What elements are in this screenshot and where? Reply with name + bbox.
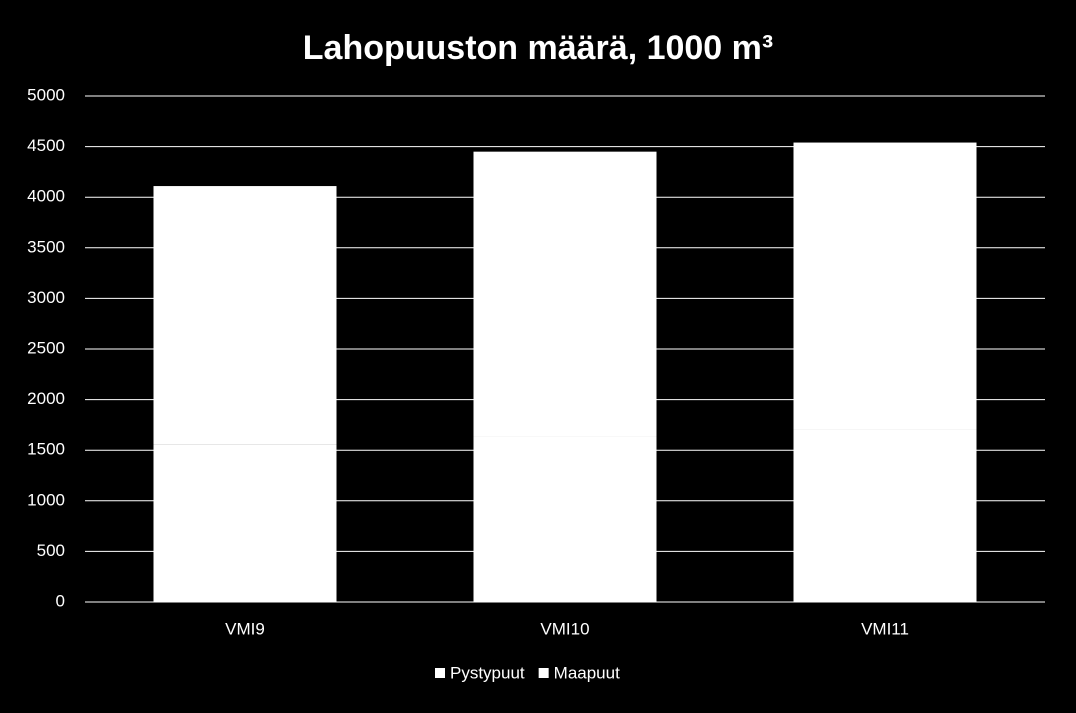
y-tick-label: 3500 bbox=[27, 237, 65, 256]
x-tick-label: VMI10 bbox=[540, 619, 589, 638]
legend-label: Pystypuut bbox=[450, 663, 525, 682]
y-tick-label: 1500 bbox=[27, 440, 65, 459]
legend-label: Maapuut bbox=[554, 663, 620, 682]
legend-swatch bbox=[435, 668, 445, 678]
bar-segment bbox=[153, 186, 337, 445]
y-tick-label: 3000 bbox=[27, 288, 65, 307]
y-tick-label: 4000 bbox=[27, 187, 65, 206]
y-tick-label: 500 bbox=[37, 541, 65, 560]
y-tick-label: 2500 bbox=[27, 338, 65, 357]
bar-segment bbox=[793, 429, 977, 602]
y-tick-label: 1000 bbox=[27, 490, 65, 509]
legend-swatch bbox=[538, 668, 549, 678]
y-tick-label: 4500 bbox=[27, 136, 65, 155]
chart-title: Lahopuuston määrä, 1000 m³ bbox=[303, 29, 773, 67]
bar-segment bbox=[473, 436, 657, 602]
bar-segment bbox=[793, 142, 977, 430]
bar-segment bbox=[473, 151, 657, 437]
y-tick-label: 5000 bbox=[27, 85, 65, 104]
x-tick-label: VMI11 bbox=[861, 619, 909, 638]
y-tick-label: 2000 bbox=[27, 389, 65, 408]
x-tick-label: VMI9 bbox=[225, 619, 265, 638]
bar-segment bbox=[153, 444, 337, 602]
y-tick-label: 0 bbox=[56, 591, 65, 610]
